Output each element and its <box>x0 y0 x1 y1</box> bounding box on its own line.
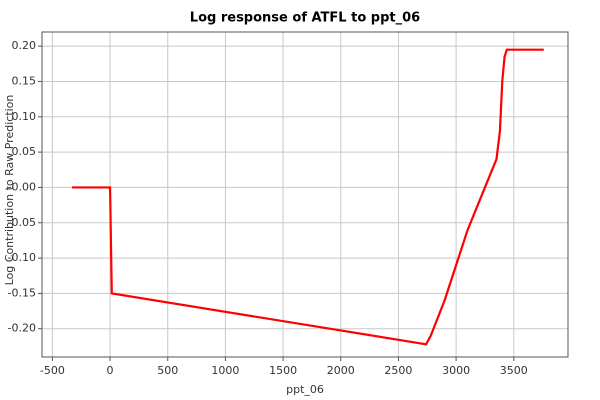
y-tick-label: -0.20 <box>8 322 36 335</box>
x-tick-label: 0 <box>107 364 114 377</box>
y-tick-label: 0.20 <box>12 39 37 52</box>
y-axis-label: Log Contribution to Raw Prediction <box>3 95 16 286</box>
x-tick-label: 3500 <box>500 364 528 377</box>
x-tick-label: 500 <box>157 364 178 377</box>
x-tick-label: 2000 <box>327 364 355 377</box>
x-tick-label: 3000 <box>442 364 470 377</box>
y-tick-label: 0.10 <box>12 110 37 123</box>
y-tick-label: 0.05 <box>12 145 37 158</box>
chart-title: Log response of ATFL to ppt_06 <box>190 11 420 26</box>
x-tick-label: 2500 <box>384 364 412 377</box>
y-tick-label: -0.00 <box>8 180 36 193</box>
plot-area <box>42 32 568 357</box>
x-tick-label: 1500 <box>269 364 297 377</box>
x-axis-label: ppt_06 <box>286 383 324 396</box>
x-tick-label: 1000 <box>211 364 239 377</box>
y-tick-label: -0.05 <box>8 216 36 229</box>
y-tick-label: -0.15 <box>8 286 36 299</box>
y-tick-label: 0.15 <box>12 74 37 87</box>
plot-border <box>41 31 569 358</box>
data-line <box>71 48 544 346</box>
x-tick-label: -500 <box>40 364 65 377</box>
y-tick-label: -0.10 <box>8 251 36 264</box>
